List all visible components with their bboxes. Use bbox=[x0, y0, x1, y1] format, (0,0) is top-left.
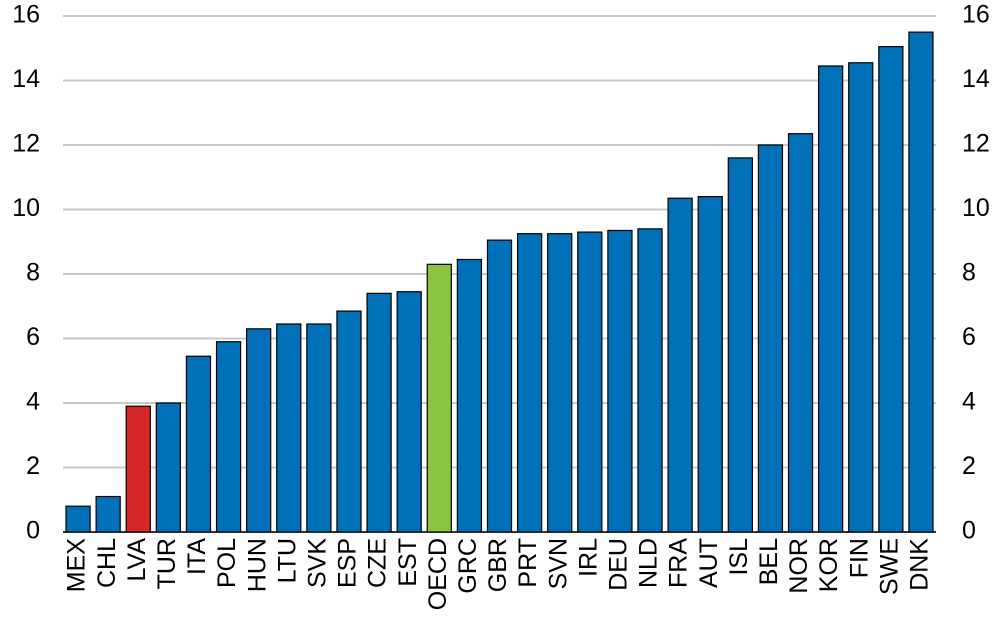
y2-tick-label: 4 bbox=[962, 388, 976, 416]
bar bbox=[426, 263, 452, 533]
x-tick-label: CHL bbox=[93, 538, 121, 588]
y-tick-label: 2 bbox=[26, 452, 40, 480]
y2-tick-label: 12 bbox=[962, 130, 990, 158]
y2-tick-label: 10 bbox=[962, 194, 990, 222]
bar bbox=[306, 323, 332, 533]
bar bbox=[787, 133, 814, 533]
x-tick-label: GRC bbox=[454, 538, 482, 594]
x-tick-label: FIN bbox=[845, 538, 873, 578]
bar bbox=[246, 328, 272, 533]
x-tick-label: DNK bbox=[906, 538, 934, 591]
y-tick-label: 8 bbox=[26, 259, 40, 287]
x-tick-label: ITA bbox=[183, 538, 211, 575]
x-tick-label: NLD bbox=[635, 538, 663, 588]
y-tick-label: 10 bbox=[12, 194, 40, 222]
bar bbox=[336, 310, 362, 533]
bar bbox=[396, 291, 422, 533]
x-tick-label: POL bbox=[213, 538, 241, 588]
y2-tick-label: 0 bbox=[962, 517, 976, 545]
bar bbox=[547, 233, 573, 533]
x-tick-label: GBR bbox=[484, 538, 512, 592]
x-tick-label: EST bbox=[394, 538, 422, 587]
bar bbox=[577, 231, 603, 533]
y-tick-label: 4 bbox=[26, 388, 40, 416]
x-tick-label: ISL bbox=[725, 538, 753, 576]
y2-tick-label: 6 bbox=[962, 323, 976, 351]
bar bbox=[667, 197, 693, 533]
x-tick-label: PRT bbox=[514, 538, 542, 588]
bar bbox=[848, 62, 874, 533]
y-tick-label: 16 bbox=[12, 1, 40, 29]
x-tick-label: CZE bbox=[364, 538, 392, 588]
bar bbox=[456, 258, 483, 533]
x-tick-label: SVN bbox=[544, 538, 572, 589]
x-tick-label: AUT bbox=[695, 538, 723, 588]
x-tick-label: OECD bbox=[424, 538, 452, 610]
y2-tick-label: 14 bbox=[962, 65, 990, 93]
y2-tick-label: 2 bbox=[962, 452, 976, 480]
bar bbox=[95, 495, 121, 533]
bar bbox=[366, 292, 392, 533]
bar bbox=[125, 405, 151, 533]
y-tick-label: 14 bbox=[12, 65, 40, 93]
x-tick-label: ESP bbox=[334, 538, 362, 588]
bar bbox=[516, 233, 543, 533]
bar bbox=[878, 46, 904, 533]
y-tick-label: 0 bbox=[26, 517, 40, 545]
x-tick-label: SWE bbox=[875, 538, 903, 595]
x-tick-label: TUR bbox=[153, 538, 181, 589]
x-tick-label: NOR bbox=[785, 538, 813, 594]
bar bbox=[486, 239, 513, 533]
x-tick-label: HUN bbox=[243, 538, 271, 592]
bar bbox=[697, 196, 723, 533]
bar bbox=[908, 31, 934, 533]
bar bbox=[185, 355, 212, 533]
x-tick-label: IRL bbox=[574, 538, 602, 577]
bar bbox=[817, 65, 844, 533]
bar bbox=[757, 144, 784, 533]
bar bbox=[65, 505, 91, 533]
y2-tick-label: 8 bbox=[962, 259, 976, 287]
x-tick-label: SVK bbox=[303, 538, 331, 588]
bar bbox=[727, 157, 753, 533]
bar bbox=[215, 341, 242, 533]
y-tick-label: 12 bbox=[12, 130, 40, 158]
x-tick-label: LTU bbox=[273, 538, 301, 583]
x-tick-label: KOR bbox=[815, 538, 843, 592]
bar bbox=[276, 323, 302, 533]
y2-tick-label: 16 bbox=[962, 1, 990, 29]
x-tick-label: LVA bbox=[123, 538, 151, 582]
x-tick-label: DEU bbox=[605, 538, 633, 591]
x-tick-label: MEX bbox=[63, 538, 91, 593]
x-tick-label: FRA bbox=[665, 538, 693, 588]
bar bbox=[607, 229, 633, 533]
x-tick-label: BEL bbox=[755, 538, 783, 585]
y-tick-label: 6 bbox=[26, 323, 40, 351]
bar bbox=[155, 402, 182, 533]
bar bbox=[637, 228, 663, 533]
